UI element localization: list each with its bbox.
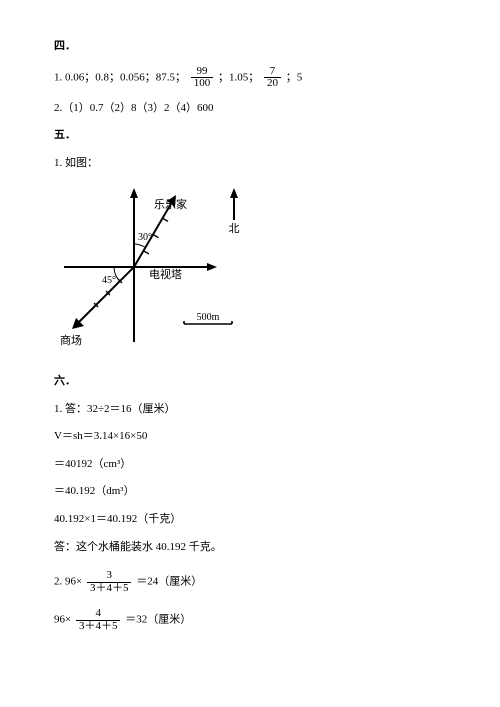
s6-q2-suffix: ＝24（厘米）: [136, 576, 202, 588]
north-label: 北: [229, 222, 240, 235]
frac-num: 4: [76, 608, 121, 621]
frac-den: 100: [191, 78, 214, 90]
frac-den: 3＋4＋5: [76, 621, 121, 633]
fraction-4-over-sum: 4 3＋4＋5: [76, 608, 121, 632]
section-5-head: 五．: [54, 127, 446, 145]
section-5-intro: 1. 如图：: [54, 155, 446, 173]
scale-label: 500m: [197, 312, 220, 323]
s6-l1: 1. 答：32÷2＝16（厘米）: [54, 401, 446, 419]
mall-label: 商场: [60, 333, 82, 347]
frac-den: 20: [264, 78, 281, 90]
s6-q2: 2. 96× 3 3＋4＋5 ＝24（厘米）: [54, 570, 446, 594]
section-4-line-1: 1. 0.06；0.8；0.056；87.5； 99 100 ；1.05； 7 …: [54, 66, 446, 90]
frac-num: 3: [87, 570, 132, 583]
s4-l1-text-c: ；5: [286, 71, 303, 83]
frac-den: 3＋4＋5: [87, 583, 132, 595]
fraction-99-100: 99 100: [191, 66, 214, 90]
section-4-head: 四．: [54, 38, 446, 56]
s6-q2b-suffix: ＝32（厘米）: [125, 614, 191, 626]
s6-q2b-prefix: 96×: [54, 614, 71, 626]
sw-line: 45°: [72, 267, 134, 329]
home-label: 乐乐家: [154, 197, 187, 211]
s4-l1-text-b: ；1.05；: [218, 71, 259, 83]
angle-30-label: 30°: [138, 232, 152, 243]
ne-line: 乐乐家 30°: [134, 195, 187, 267]
s6-l4: ＝40.192（dm³）: [54, 483, 446, 501]
s6-q2b: 96× 4 3＋4＋5 ＝32（厘米）: [54, 608, 446, 632]
s6-l3: ＝40192（cm³）: [54, 456, 446, 474]
tower-label: 电视塔: [149, 267, 182, 281]
fraction-7-20: 7 20: [264, 66, 281, 90]
north-marker: 北: [229, 188, 240, 235]
scale-bar: 500m: [184, 312, 232, 324]
fraction-3-over-sum: 3 3＋4＋5: [87, 570, 132, 594]
direction-diagram: 北 乐乐家 30°: [54, 182, 264, 352]
axes: [64, 188, 217, 342]
s6-l2: V＝sh＝3.14×16×50: [54, 428, 446, 446]
angle-45-label: 45°: [102, 275, 116, 286]
section-4-line-2: 2.（1）0.7（2）8（3）2（4）600: [54, 100, 446, 118]
s6-q2-prefix: 2. 96×: [54, 576, 82, 588]
s4-l1-text-a: 1. 0.06；0.8；0.056；87.5；: [54, 71, 186, 83]
diagram-wrap: 北 乐乐家 30°: [54, 182, 446, 359]
section-6-head: 六．: [54, 373, 446, 391]
s6-l5: 40.192×1＝40.192（千克）: [54, 511, 446, 529]
s6-l6: 答：这个水桶能装水 40.192 千克。: [54, 539, 446, 557]
